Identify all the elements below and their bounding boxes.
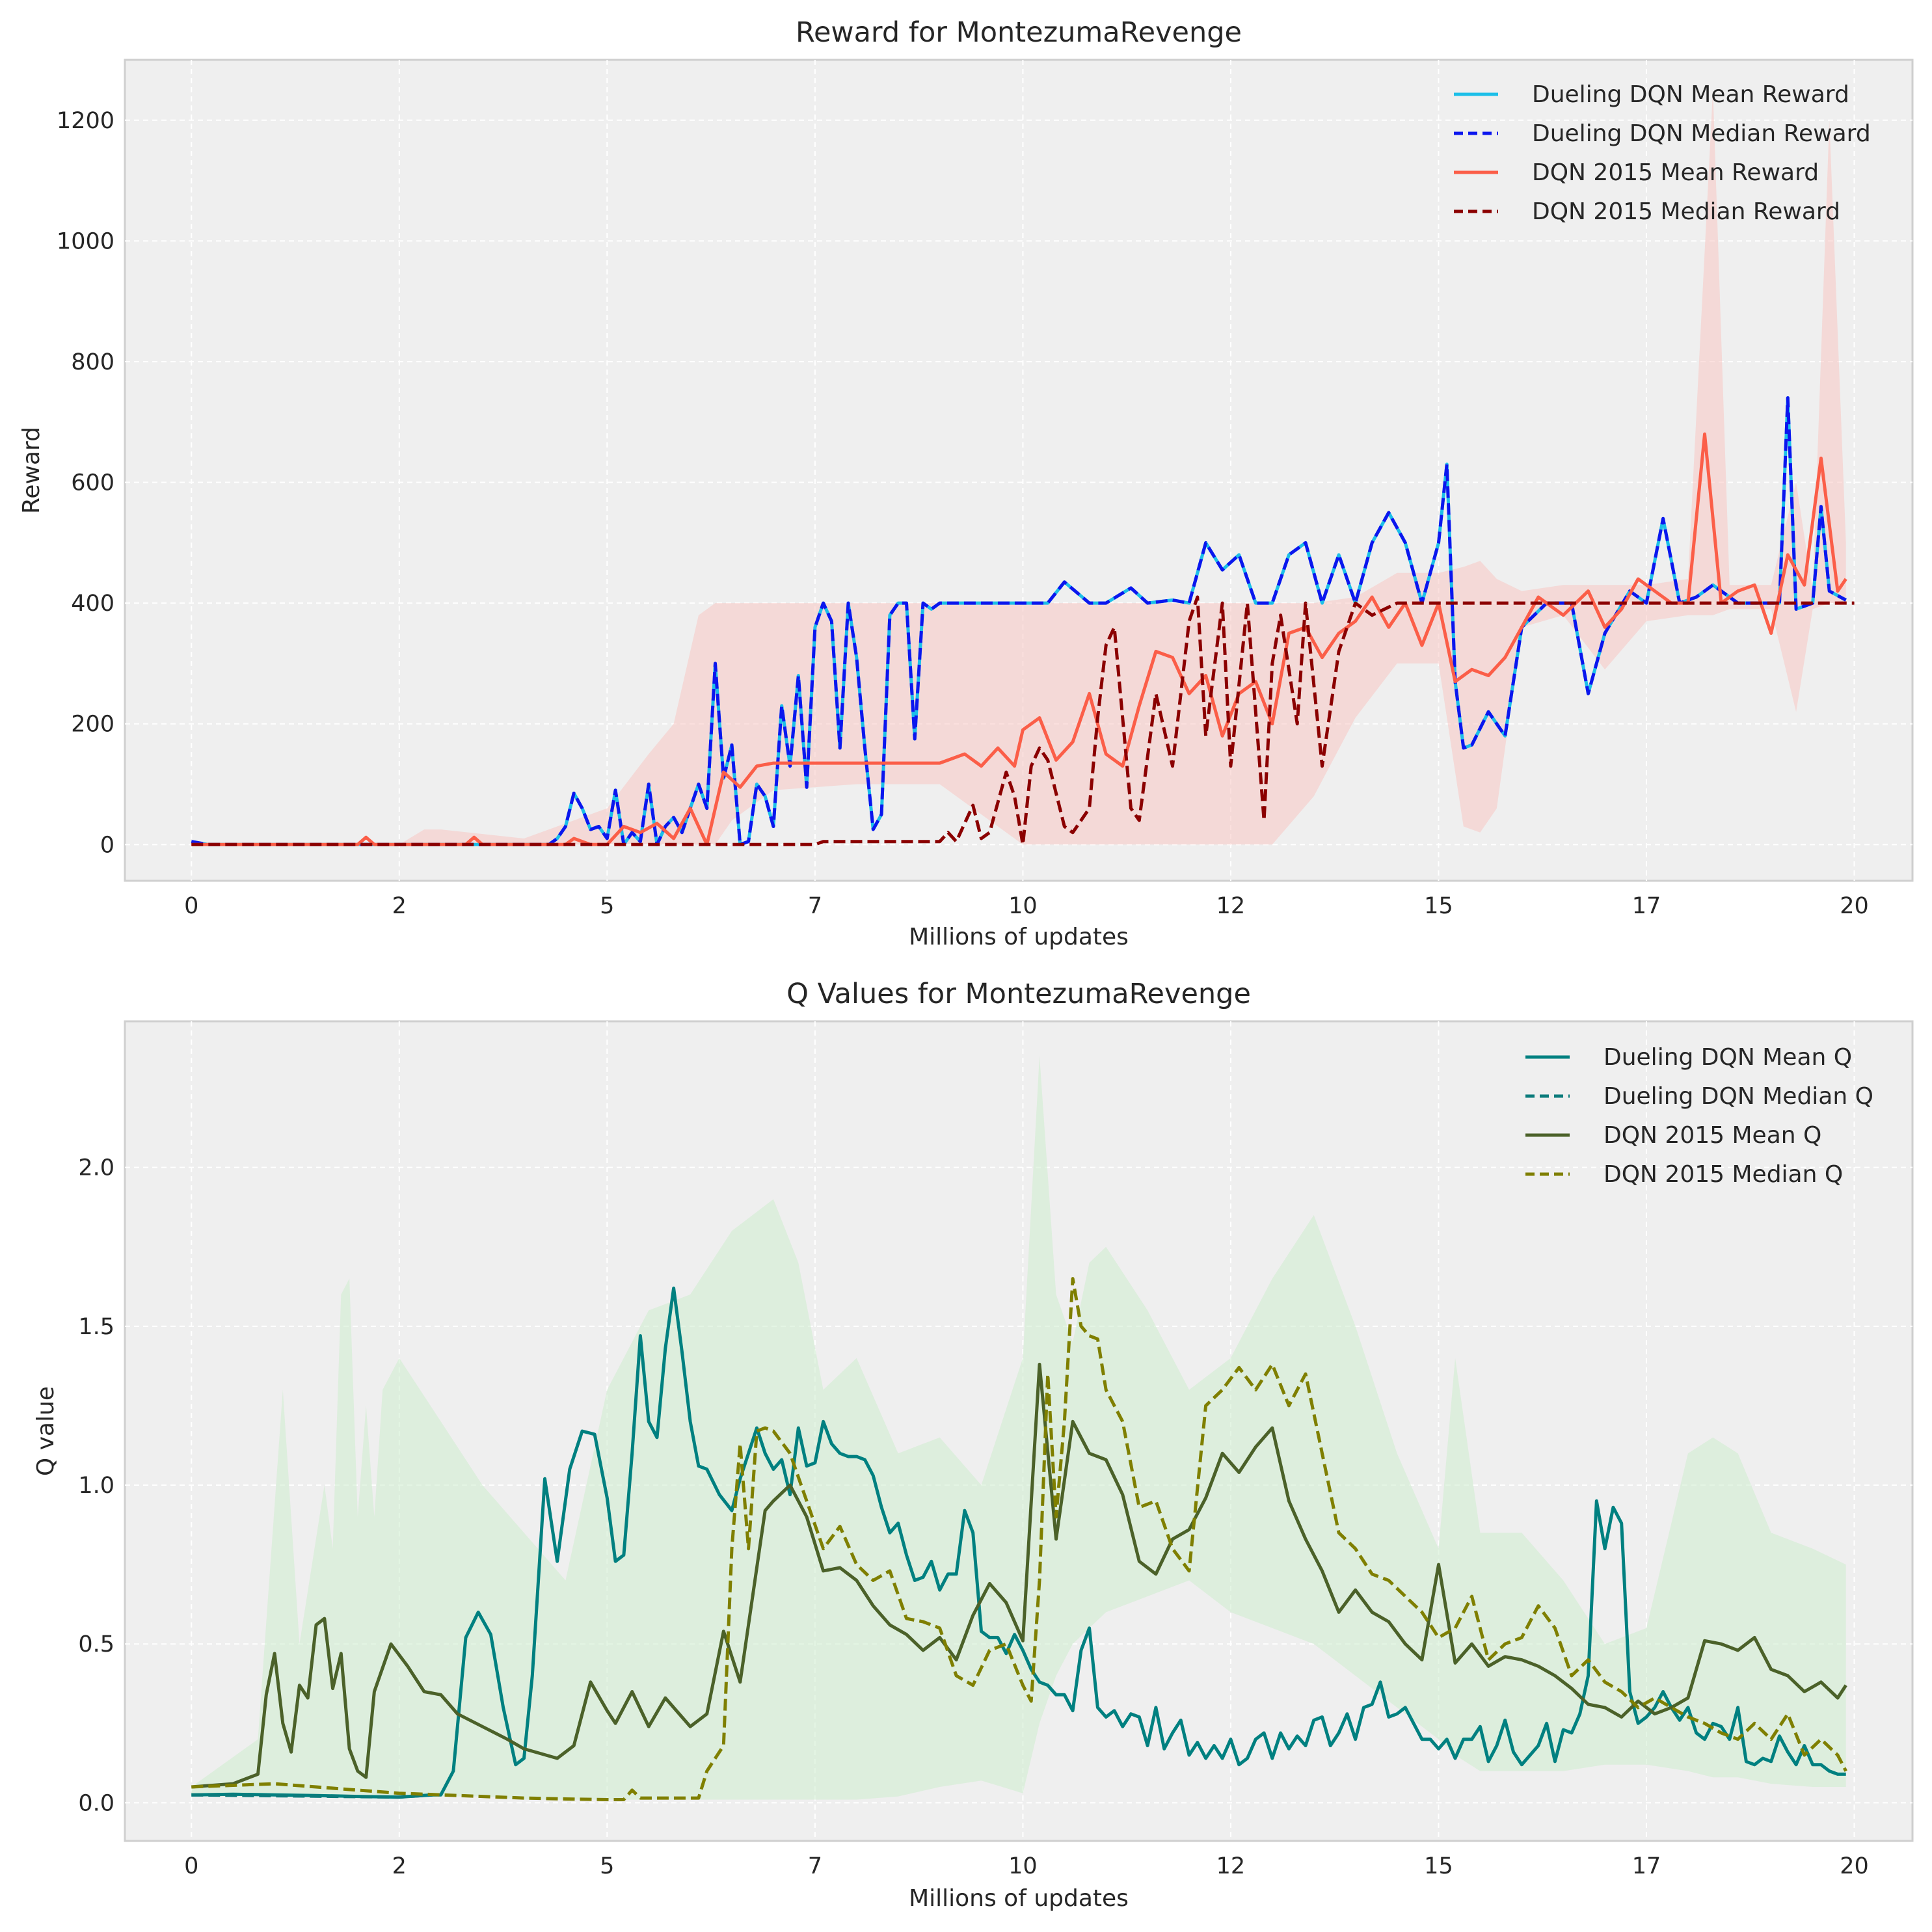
reward-series-line-2 — [191, 432, 1847, 846]
reward-x-tick-label: 0 — [184, 893, 198, 919]
reward-y-tick-label: 0 — [100, 832, 114, 858]
q-legend-label: DQN 2015 Mean Q — [1603, 1122, 1821, 1149]
reward-x-tick-label: 10 — [1008, 893, 1038, 919]
reward-y-tick-label: 800 — [71, 349, 114, 375]
q-series-line-3 — [191, 1277, 1847, 1801]
q-x-tick-label: 20 — [1840, 1853, 1869, 1879]
q-x-axis-label: Millions of updates — [909, 1885, 1129, 1912]
reward-series — [191, 396, 1855, 846]
reward-x-tick-label: 2 — [392, 893, 407, 919]
q-x-tick-label: 2 — [392, 1853, 407, 1879]
q-x-tick-label: 7 — [808, 1853, 822, 1879]
reward-confidence-band — [191, 90, 1846, 845]
reward-legend-label: DQN 2015 Median Reward — [1532, 198, 1840, 225]
reward-y-tick-label: 1000 — [57, 228, 114, 254]
q-x-tick-label: 10 — [1008, 1853, 1038, 1879]
reward-y-tick-label: 200 — [71, 712, 114, 738]
q-series-line-0 — [191, 1286, 1846, 1799]
q-chart-title: Q Values for MontezumaRevenge — [786, 978, 1251, 1010]
reward-y-tick-label: 1200 — [57, 108, 114, 134]
reward-legend-label: Dueling DQN Mean Reward — [1532, 81, 1849, 108]
q-series — [191, 1277, 1847, 1801]
reward-y-axis-label: Reward — [18, 427, 45, 514]
reward-band-area — [191, 90, 1846, 845]
q-legend-label: DQN 2015 Median Q — [1603, 1161, 1843, 1188]
reward-x-tick-label: 7 — [808, 893, 822, 919]
q-values-chart: 0 2 5 7 10 12 15 17 20 0.0 0.5 1.0 1.5 2.0 Q Values … — [33, 978, 1914, 1912]
q-y-tick-labels: 0.0 0.5 1.0 1.5 2.0 — [78, 1155, 114, 1817]
q-x-tick-label: 12 — [1216, 1853, 1246, 1879]
q-x-tick-label: 17 — [1632, 1853, 1661, 1879]
reward-y-tick-label: 400 — [71, 591, 114, 617]
reward-x-tick-label: 5 — [600, 893, 614, 919]
reward-x-axis-label: Millions of updates — [909, 924, 1129, 950]
reward-series-line-3 — [191, 595, 1855, 846]
q-confidence-band — [191, 1056, 1846, 1800]
q-x-tick-label: 5 — [600, 1853, 614, 1879]
q-legend-label: Dueling DQN Median Q — [1603, 1083, 1873, 1110]
reward-x-tick-label: 15 — [1424, 893, 1453, 919]
reward-x-tick-label: 20 — [1840, 893, 1869, 919]
q-y-axis-label: Q value — [33, 1386, 59, 1476]
reward-chart-title: Reward for MontezumaRevenge — [796, 16, 1242, 49]
reward-series-line-1 — [191, 396, 1847, 846]
reward-x-tick-label: 12 — [1216, 893, 1246, 919]
q-y-tick-label: 1.0 — [78, 1473, 114, 1499]
q-y-tick-label: 0.0 — [78, 1790, 114, 1816]
q-x-tick-labels: 0 2 5 7 10 12 15 17 20 — [184, 1853, 1869, 1879]
q-x-tick-label: 15 — [1424, 1853, 1453, 1879]
q-y-tick-label: 0.5 — [78, 1631, 114, 1657]
reward-chart: 0 2 5 7 10 12 15 17 20 0 200 400 600 800 1000 1200 Rew… — [18, 16, 1914, 950]
reward-y-tick-labels: 0 200 400 600 800 1000 1200 — [57, 108, 114, 859]
reward-x-tick-label: 17 — [1632, 893, 1661, 919]
q-y-tick-label: 2.0 — [78, 1155, 114, 1181]
q-x-tick-label: 0 — [184, 1853, 198, 1879]
q-legend: Dueling DQN Mean Q Dueling DQN Median Q DQ… — [1525, 1044, 1873, 1188]
reward-legend-label: Dueling DQN Median Reward — [1532, 120, 1871, 147]
reward-x-tick-labels: 0 2 5 7 10 12 15 17 20 — [184, 893, 1869, 919]
reward-legend-label: DQN 2015 Mean Reward — [1532, 159, 1819, 186]
reward-legend: Dueling DQN Mean Reward Dueling DQN Media… — [1454, 81, 1871, 225]
q-series-line-2 — [191, 1362, 1847, 1789]
reward-y-tick-label: 600 — [71, 470, 114, 496]
q-band-area — [191, 1056, 1846, 1800]
q-legend-label: Dueling DQN Mean Q — [1603, 1044, 1852, 1071]
q-y-tick-label: 1.5 — [78, 1314, 114, 1340]
